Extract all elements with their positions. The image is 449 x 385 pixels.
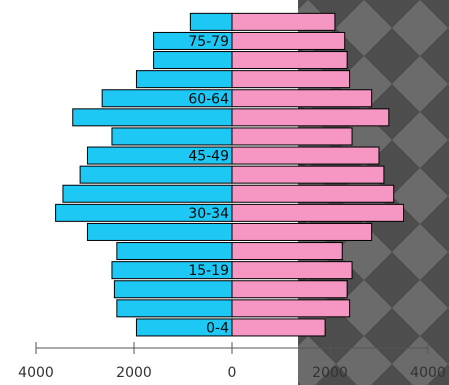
x-axis: 4000 2000 0 2000 4000: [18, 342, 446, 381]
bar-right-10-14: [231, 280, 348, 299]
bar-left-70-74: [153, 51, 233, 70]
bar-right-35-39: [231, 184, 395, 203]
bar-left-50-54: [111, 127, 233, 146]
bar-right-70-74: [231, 51, 348, 70]
bar-left-65-69: [135, 70, 233, 89]
bar-left-5-9: [116, 299, 233, 318]
category-label-30-34: 30-34: [188, 206, 229, 222]
x-tick-label-0: 0: [228, 365, 237, 381]
bar-right-75-79: [231, 31, 346, 50]
category-labels: 0-4 15-19 30-34 45-49 60-64 75-79: [188, 34, 229, 337]
bar-left-35-39: [62, 184, 233, 203]
bar-right-30-34: [231, 203, 404, 222]
bar-left-40-44: [79, 165, 233, 184]
bar-right-55-59: [231, 108, 390, 127]
category-label-45-49: 45-49: [188, 149, 229, 165]
bar-left-80-84: [189, 12, 233, 31]
bar-left-10-14: [113, 280, 233, 299]
bars-layer: [55, 12, 404, 337]
x-tick-label--2000: 2000: [116, 365, 152, 381]
category-label-60-64: 60-64: [188, 91, 229, 107]
bar-left-25-29: [86, 222, 233, 241]
bar-right-40-44: [231, 165, 385, 184]
bar-left-20-24: [116, 242, 233, 261]
bar-left-55-59: [72, 108, 233, 127]
bar-right-5-9: [231, 299, 351, 318]
category-label-0-4: 0-4: [206, 320, 229, 336]
category-label-75-79: 75-79: [188, 34, 229, 50]
x-tick-label--4000: 4000: [18, 365, 54, 381]
x-tick-label-2000: 2000: [312, 365, 348, 381]
category-label-15-19: 15-19: [188, 263, 229, 279]
bar-right-25-29: [231, 222, 373, 241]
x-tick-label-4000: 4000: [410, 365, 446, 381]
bar-right-80-84: [231, 12, 336, 31]
bar-right-60-64: [231, 89, 373, 108]
bar-right-65-69: [231, 70, 351, 89]
bar-right-20-24: [231, 242, 343, 261]
bar-right-50-54: [231, 127, 353, 146]
bar-right-15-19: [231, 261, 353, 280]
bar-right-45-49: [231, 146, 380, 165]
bar-right-0-4: [231, 318, 326, 337]
